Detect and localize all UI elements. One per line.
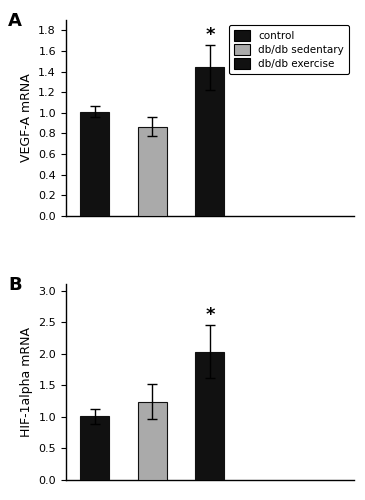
Bar — [196, 352, 224, 480]
Text: B: B — [8, 276, 22, 294]
Y-axis label: VEGF-A mRNA: VEGF-A mRNA — [20, 74, 33, 162]
Legend: control, db/db sedentary, db/db exercise: control, db/db sedentary, db/db exercise — [229, 25, 349, 74]
Text: *: * — [205, 306, 215, 324]
Y-axis label: HIF-1alpha mRNA: HIF-1alpha mRNA — [20, 327, 33, 437]
Bar — [196, 68, 224, 216]
Text: A: A — [8, 12, 22, 30]
Bar — [138, 126, 167, 216]
Text: *: * — [205, 26, 215, 44]
Bar — [138, 402, 167, 480]
Bar — [80, 112, 109, 216]
Bar — [80, 416, 109, 480]
